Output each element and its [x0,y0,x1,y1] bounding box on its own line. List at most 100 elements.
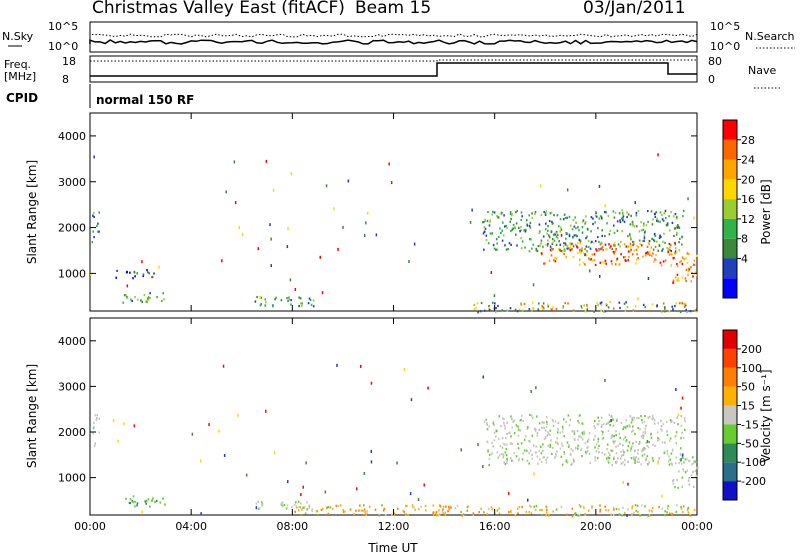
scatter-cell [549,443,551,446]
scatter-cell [631,418,634,421]
scatter-cell [604,259,607,262]
scatter-cell [687,479,690,482]
scatter-cell [536,250,539,253]
scatter-cell [666,430,668,433]
scatter-cell [403,511,405,514]
scatter-cell [599,302,602,305]
scatter-cell [577,420,579,423]
scatter-cell [676,226,679,229]
scatter-cell [629,250,632,253]
scatter-cell [623,451,625,454]
scatter-cell [659,211,662,214]
scatter-cell [684,420,686,423]
scatter-cell [612,244,615,247]
scatter-cell [609,424,611,427]
power-colorbar-label: Power [dB] [759,179,773,244]
scatter-cell [617,444,619,447]
scatter-cell [561,463,564,466]
scatter-cell [643,234,646,237]
scatter-cell [142,274,145,278]
scatter-cell [630,214,632,217]
scatter-cell [565,237,567,240]
scatter-cell [631,507,633,510]
scatter-cell [630,447,632,450]
scatter-cell [280,299,283,302]
x-tick-label: 20:00 [580,520,612,533]
scatter-cell [605,302,607,306]
scatter-cell [666,507,669,510]
scatter-cell [531,301,534,304]
scatter-cell [686,458,688,461]
scatter-cell [298,296,300,299]
scatter-cell [597,249,600,252]
scatter-cell [622,506,624,509]
scatter-cell [584,263,586,266]
scatter-cell [442,505,445,508]
scatter-cell [667,248,670,251]
scatter-cell [664,441,666,444]
scatter-cell [679,237,681,240]
scatter-cell [562,305,565,308]
sparse-cell [657,461,659,465]
scatter-cell [644,415,646,418]
scatter-cell [605,262,607,265]
scatter-cell [607,459,610,462]
scatter-cell [159,501,162,504]
scatter-cell [498,235,500,239]
scatter-cell [640,244,643,247]
scatter-cell [598,444,600,447]
sparse-cell [535,386,537,390]
scatter-cell [532,243,535,246]
scatter-cell [600,416,603,419]
scatter-cell [592,222,594,226]
scatter-cell [515,424,518,427]
scatter-cell [690,266,692,269]
scatter-cell [531,216,534,220]
scatter-cell [579,505,582,508]
scatter-cell [93,215,95,219]
scatter-cell [606,222,608,225]
scatter-cell [552,446,554,450]
scatter-cell [488,305,490,308]
nsky-tick-bottom: 10^0 [48,40,78,53]
scatter-cell [664,514,666,517]
scatter-cell [674,486,676,489]
scatter-cell [616,418,618,421]
scatter-cell [614,263,617,266]
scatter-cell [556,437,558,440]
scatter-cell [300,302,302,305]
scatter-cell [691,463,693,466]
scatter-cell [500,231,502,235]
scatter-cell [611,247,614,250]
scatter-cell [596,457,599,460]
scatter-cell [599,510,601,513]
scatter-cell [393,512,396,515]
scatter-cell [432,511,435,514]
scatter-cell [578,238,581,241]
sparse-cell [493,294,496,298]
scatter-cell [553,259,555,262]
scatter-cell [432,514,435,517]
scatter-cell [681,235,683,238]
scatter-cell [614,250,616,253]
scatter-cell [381,504,383,507]
scatter-cell [551,220,553,223]
scatter-cell [545,511,548,514]
scatter-cell [624,426,627,429]
sparse-cell [126,284,129,288]
scatter-cell [571,430,574,433]
scatter-cell [519,419,521,422]
scatter-cell [678,279,680,282]
scatter-cell [598,451,600,454]
scatter-cell [274,298,276,301]
colorbar-tick-label: 8 [741,233,748,246]
scatter-cell [652,443,654,446]
scatter-cell [500,452,503,456]
scatter-cell [629,223,632,226]
sparse-cell [218,429,220,433]
scatter-cell [143,294,146,297]
scatter-cell [624,436,627,439]
scatter-cell [523,302,526,305]
scatter-cell [547,444,549,447]
scatter-cell [559,248,561,251]
